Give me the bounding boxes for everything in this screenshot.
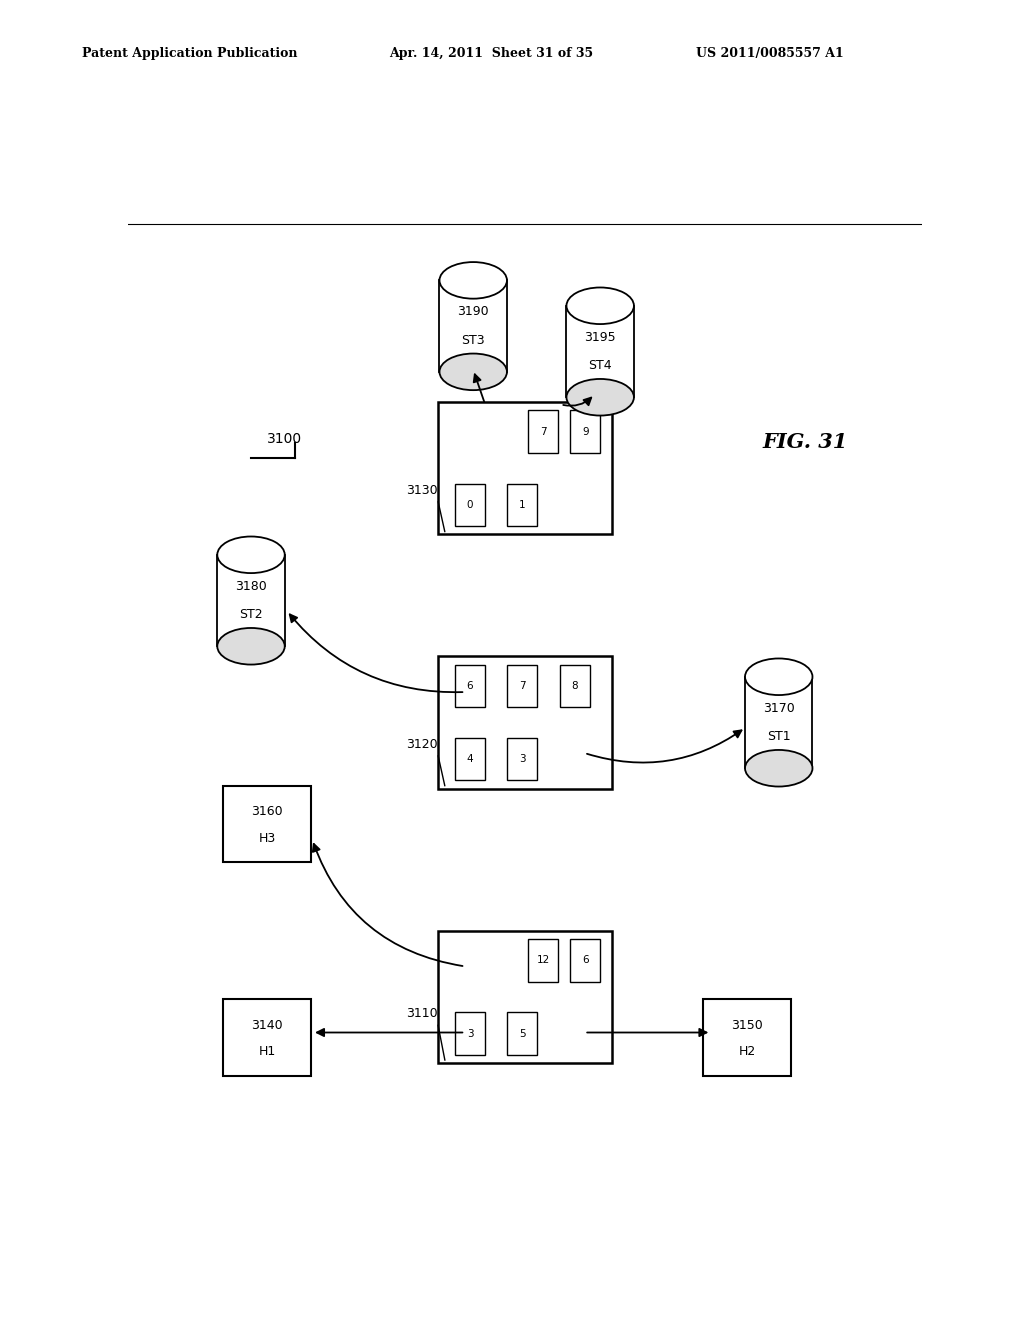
- Bar: [560, 664, 590, 708]
- Text: Apr. 14, 2011  Sheet 31 of 35: Apr. 14, 2011 Sheet 31 of 35: [389, 46, 593, 59]
- Bar: [507, 664, 538, 708]
- Text: 3160: 3160: [251, 805, 283, 818]
- Text: FIG. 31: FIG. 31: [763, 432, 848, 451]
- Ellipse shape: [217, 628, 285, 664]
- Text: Patent Application Publication: Patent Application Publication: [82, 46, 297, 59]
- Text: 3100: 3100: [267, 432, 302, 446]
- Ellipse shape: [745, 750, 812, 787]
- Text: 3: 3: [519, 754, 525, 764]
- Bar: [437, 656, 612, 788]
- Bar: [528, 411, 558, 453]
- Bar: [455, 483, 485, 527]
- Ellipse shape: [217, 536, 285, 573]
- Text: 3190: 3190: [458, 305, 489, 318]
- Ellipse shape: [745, 659, 812, 696]
- Bar: [455, 664, 485, 708]
- Ellipse shape: [566, 379, 634, 416]
- Text: 4: 4: [467, 754, 473, 764]
- Text: 3120: 3120: [406, 738, 437, 751]
- Text: 5: 5: [519, 1028, 525, 1039]
- Text: 3110: 3110: [406, 1007, 437, 1020]
- Bar: [528, 939, 558, 982]
- Ellipse shape: [439, 354, 507, 391]
- Bar: [745, 677, 812, 768]
- Bar: [455, 738, 485, 780]
- Bar: [437, 931, 612, 1063]
- Text: ST1: ST1: [767, 730, 791, 743]
- Text: ST2: ST2: [240, 609, 263, 622]
- Bar: [570, 939, 600, 982]
- Bar: [217, 554, 285, 647]
- Bar: [437, 403, 612, 535]
- Text: H2: H2: [738, 1045, 756, 1059]
- Bar: [439, 280, 507, 372]
- Bar: [570, 411, 600, 453]
- Text: ST3: ST3: [462, 334, 485, 347]
- Text: 6: 6: [467, 681, 473, 690]
- Ellipse shape: [566, 288, 634, 325]
- Text: 0: 0: [467, 500, 473, 510]
- Text: 3195: 3195: [585, 331, 616, 343]
- Text: 3180: 3180: [236, 579, 267, 593]
- Text: 3140: 3140: [251, 1019, 283, 1032]
- Text: 8: 8: [571, 681, 579, 690]
- Text: 1: 1: [519, 500, 525, 510]
- Text: 12: 12: [537, 956, 550, 965]
- Text: 7: 7: [519, 681, 525, 690]
- Bar: [507, 1012, 538, 1055]
- Bar: [507, 738, 538, 780]
- Text: 7: 7: [540, 426, 547, 437]
- Bar: [507, 483, 538, 527]
- Ellipse shape: [439, 263, 507, 298]
- Text: US 2011/0085557 A1: US 2011/0085557 A1: [696, 46, 844, 59]
- Text: 6: 6: [582, 956, 589, 965]
- Bar: [455, 1012, 485, 1055]
- Text: H1: H1: [258, 1045, 275, 1059]
- Bar: [703, 999, 791, 1076]
- Text: 3150: 3150: [731, 1019, 763, 1032]
- Text: 3: 3: [467, 1028, 473, 1039]
- Bar: [223, 999, 310, 1076]
- Bar: [223, 785, 310, 862]
- Text: 9: 9: [582, 426, 589, 437]
- Text: 3130: 3130: [406, 484, 437, 496]
- Text: ST4: ST4: [589, 359, 612, 372]
- Text: 3170: 3170: [763, 702, 795, 714]
- Text: H3: H3: [258, 832, 275, 845]
- Bar: [566, 306, 634, 397]
